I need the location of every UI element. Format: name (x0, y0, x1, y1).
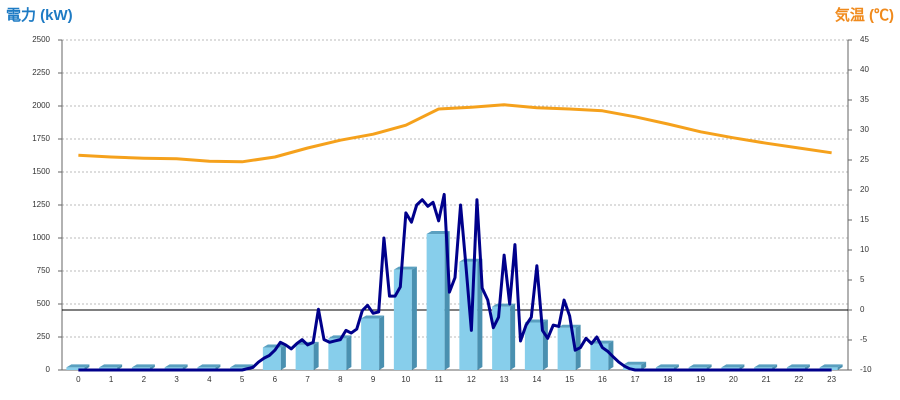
bar-top (819, 364, 843, 368)
y-tick-label: 1750 (32, 134, 50, 143)
bar (492, 306, 511, 370)
bar-top (66, 364, 90, 368)
bar-top (230, 364, 254, 368)
bar-top (328, 335, 352, 339)
bar (590, 343, 609, 370)
bar (426, 234, 445, 370)
y2-axis-title: 気温 (℃) (835, 6, 894, 24)
bar (262, 347, 281, 370)
x-tick-label: 4 (207, 375, 212, 384)
y-tick-label: 500 (37, 299, 51, 308)
bar-side (411, 266, 417, 370)
y2-tick-label: 15 (860, 215, 869, 224)
y-tick-label: 2000 (32, 101, 50, 110)
x-tick-label: 21 (762, 375, 771, 384)
y2-tick-label: 35 (860, 95, 869, 104)
x-tick-label: 8 (338, 375, 343, 384)
x-tick-label: 16 (598, 375, 607, 384)
bar-top (623, 361, 647, 365)
x-tick-label: 18 (663, 375, 672, 384)
y2-tick-label: 10 (860, 245, 869, 254)
y2-tick-label: 25 (860, 155, 869, 164)
y2-tick-label: -5 (860, 335, 868, 344)
bar (66, 367, 85, 370)
x-tick-label: 7 (305, 375, 310, 384)
bar-side (510, 303, 516, 370)
bar (295, 344, 314, 370)
bar-side (313, 341, 319, 370)
bar-top (131, 364, 155, 368)
y2-tick-label: -10 (860, 365, 872, 374)
bar-top (164, 364, 188, 368)
bar-side (346, 335, 352, 370)
y-tick-label: 1500 (32, 167, 50, 176)
bar-side (641, 361, 647, 370)
x-tick-label: 10 (401, 375, 410, 384)
bar-top (786, 364, 810, 368)
bar (393, 269, 412, 370)
y-axis-title: 電力 (kW) (6, 6, 73, 24)
y2-tick-label: 45 (860, 35, 869, 44)
x-tick-label: 13 (500, 375, 509, 384)
y2-tick-label: 0 (860, 305, 865, 314)
bar-top (721, 364, 745, 368)
x-tick-label: 22 (794, 375, 803, 384)
x-tick-label: 2 (142, 375, 147, 384)
x-tick-label: 6 (273, 375, 278, 384)
bar (524, 322, 543, 370)
bar-side (837, 364, 843, 370)
x-tick-label: 3 (174, 375, 179, 384)
bar-top (557, 324, 581, 328)
x-tick-label: 12 (467, 375, 476, 384)
y-tick-label: 0 (46, 365, 51, 374)
bar-top (688, 364, 712, 368)
x-tick-label: 23 (827, 375, 836, 384)
bar-top (590, 340, 614, 344)
x-tick-label: 20 (729, 375, 738, 384)
x-tick-label: 15 (565, 375, 574, 384)
bar-top (754, 364, 778, 368)
y2-tick-label: 5 (860, 275, 865, 284)
line (78, 192, 832, 372)
x-tick-label: 14 (532, 375, 541, 384)
bar (361, 318, 380, 370)
bar (557, 327, 576, 370)
bar (623, 364, 642, 370)
y-tick-label: 1250 (32, 200, 50, 209)
bar-side (379, 315, 385, 370)
bar-top (426, 231, 450, 235)
y-tick-label: 2250 (32, 68, 50, 77)
y-tick-label: 750 (37, 266, 51, 275)
x-tick-label: 11 (434, 375, 443, 384)
y2-tick-label: 40 (860, 65, 869, 74)
bar-top (99, 364, 123, 368)
bar-top (655, 364, 679, 368)
bar-top (393, 266, 417, 270)
bar (328, 338, 347, 370)
y2-tick-label: 20 (860, 185, 869, 194)
y2-tick-label: 30 (860, 125, 869, 134)
bar-top (197, 364, 221, 368)
y-tick-label: 250 (37, 332, 51, 341)
bar-side (280, 344, 286, 370)
y-tick-label: 1000 (32, 233, 50, 242)
x-tick-label: 5 (240, 375, 245, 384)
x-tick-label: 0 (76, 375, 81, 384)
bar-top (361, 315, 385, 319)
x-tick-label: 1 (109, 375, 114, 384)
x-tick-label: 17 (631, 375, 640, 384)
x-tick-label: 19 (696, 375, 705, 384)
y-tick-label: 2500 (32, 35, 50, 44)
line (78, 103, 832, 164)
x-tick-label: 9 (371, 375, 376, 384)
